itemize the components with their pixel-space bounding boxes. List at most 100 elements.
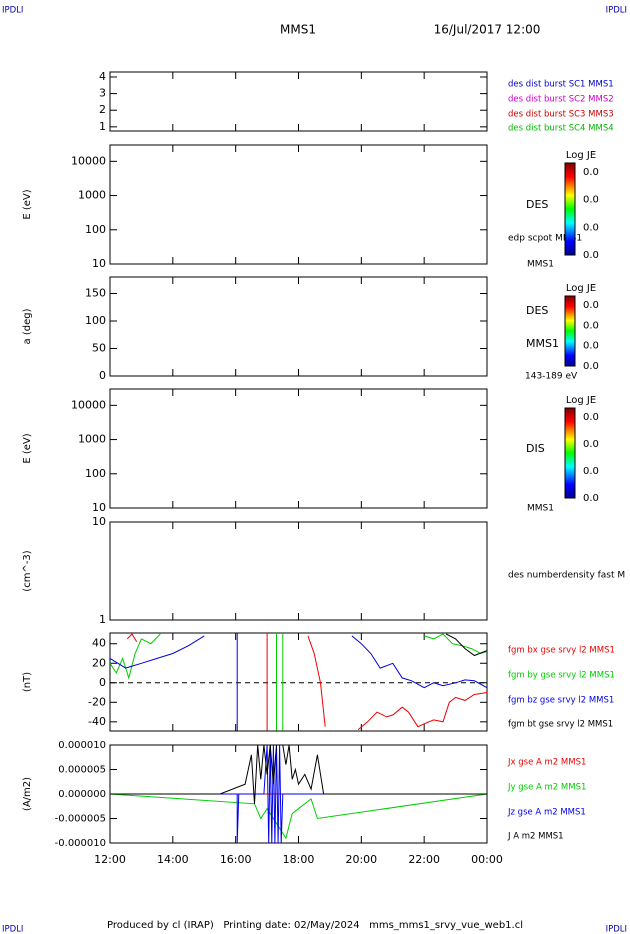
corner-label: IPDLI [2,925,23,934]
corner-label: IPDLI [606,6,627,16]
series-line [110,633,487,731]
corner-label: IPDLI [2,6,23,16]
legend-entry: Jx gse A m2 MMS1 [507,758,586,768]
y-tick-label: -0.000005 [55,814,106,825]
legend-entry: des dist burst SC1 MMS1 [508,80,614,90]
legend-entry: Jz gse A m2 MMS1 [507,808,586,818]
y-tick-label: 1000 [78,433,106,446]
legend-entry: des dist burst SC3 MMS3 [508,110,614,120]
annotation: 143-189 eV [525,372,578,382]
colorbar-tick-label: 0.0 [583,250,599,261]
panel-frame [109,521,488,621]
y-axis-label: E (eV) [22,433,33,463]
series-line [110,633,487,731]
colorbar-tick-label: 0.0 [583,361,599,372]
series-line [126,633,487,731]
colorbar-tick-label: 0.0 [583,439,599,450]
y-tick-label: 1 [99,613,106,626]
y-tick-label: 3 [99,87,106,100]
x-tick-label: 12:00 [94,853,126,866]
y-tick-label: 20 [92,656,106,669]
legend-entry: fgm bz gse srvy l2 MMS1 [508,696,614,706]
panel-frame [109,71,488,132]
y-axis-label: a (deg) [22,308,33,344]
y-tick-label: 10 [92,501,106,514]
annotation: MMS1 [527,260,554,270]
colorbar-tick-label: 0.0 [583,167,599,178]
colorbar-title: Log JE [566,150,596,161]
y-tick-label: 0 [99,676,106,689]
x-tick-label: 22:00 [408,853,440,866]
annotation: DES [526,304,548,317]
legend-entry: fgm bt gse srvy l2 MMS1 [508,720,613,730]
y-tick-label: 10 [92,515,106,528]
colorbar-tick-label: 0.0 [583,412,599,423]
colorbar-tick-label: 0.0 [583,466,599,477]
series-line [110,745,487,804]
y-tick-label: 1000 [78,189,106,202]
legend-entry: J A m2 MMS1 [507,832,564,842]
x-tick-label: 18:00 [283,853,315,866]
colorbar-tick-label: 0.0 [583,195,599,206]
series-line [110,745,487,843]
x-tick-label: 00:00 [471,853,503,866]
spacecraft: MMS1 [280,23,316,37]
y-tick-label: 0.000000 [58,789,106,800]
y-tick-label: 100 [85,467,106,480]
y-axis-label: E (eV) [22,189,33,219]
colorbar-tick-label: 0.0 [583,493,599,504]
annotation: des numberdensity fast M [508,571,625,581]
legend-entry: fgm by gse srvy l2 MMS1 [508,671,615,681]
y-axis-label: (cm^-3) [22,550,33,591]
x-tick-label: 20:00 [345,853,377,866]
panel-frame [109,144,488,265]
legend-entry: fgm bx gse srvy l2 MMS1 [508,646,615,656]
corner-label: IPDLI [606,925,627,934]
y-tick-label: 4 [99,70,106,83]
legend-entry: Jy gse A m2 MMS1 [507,783,586,793]
panel-frame [109,632,488,732]
date: 16/Jul/2017 12:00 [434,23,541,37]
series-line [445,633,487,657]
panel-frame [109,276,488,377]
colorbar-tick-label: 0.0 [583,222,599,233]
annotation: MMS1 [526,337,559,350]
y-tick-label: -40 [88,715,106,728]
legend-entry: des dist burst SC4 MMS4 [508,124,614,134]
colorbar [564,407,576,499]
y-axis-label: (nT) [22,672,33,692]
y-axis-label: (A/m2) [22,777,33,811]
colorbar-title: Log JE [566,395,596,406]
colorbar [564,162,576,256]
colorbar [564,295,576,367]
y-tick-label: 0.000005 [58,765,106,776]
y-tick-label: 100 [85,223,106,236]
footer: Produced by cl (IRAP) Printing date: 02/… [107,920,523,931]
colorbar-title: Log JE [566,283,596,294]
y-tick-label: 2 [99,103,106,116]
colorbar-tick-label: 0.0 [583,341,599,352]
y-tick-label: -0.000010 [55,838,106,849]
y-tick-label: 150 [85,287,106,300]
x-tick-label: 16:00 [220,853,252,866]
legend-entry: des dist burst SC2 MMS2 [508,95,614,105]
colorbar-tick-label: 0.0 [583,300,599,311]
y-tick-label: 100 [85,314,106,327]
annotation: MMS1 [527,504,554,514]
panel-frame [109,388,488,509]
y-tick-label: 0 [99,369,106,382]
y-tick-label: 10000 [71,398,106,411]
colorbar-tick-label: 0.0 [583,320,599,331]
y-tick-label: 1 [99,120,106,133]
annotation: edp scpot MMS1 [508,234,582,244]
y-tick-label: 40 [92,637,106,650]
y-tick-label: 10000 [71,154,106,167]
annotation: DIS [526,442,545,455]
annotation: DES [526,198,548,211]
series-line [110,793,487,840]
y-tick-label: 0.000010 [58,740,106,751]
x-tick-label: 14:00 [157,853,189,866]
y-tick-label: 10 [92,257,106,270]
y-tick-label: 50 [92,342,106,355]
